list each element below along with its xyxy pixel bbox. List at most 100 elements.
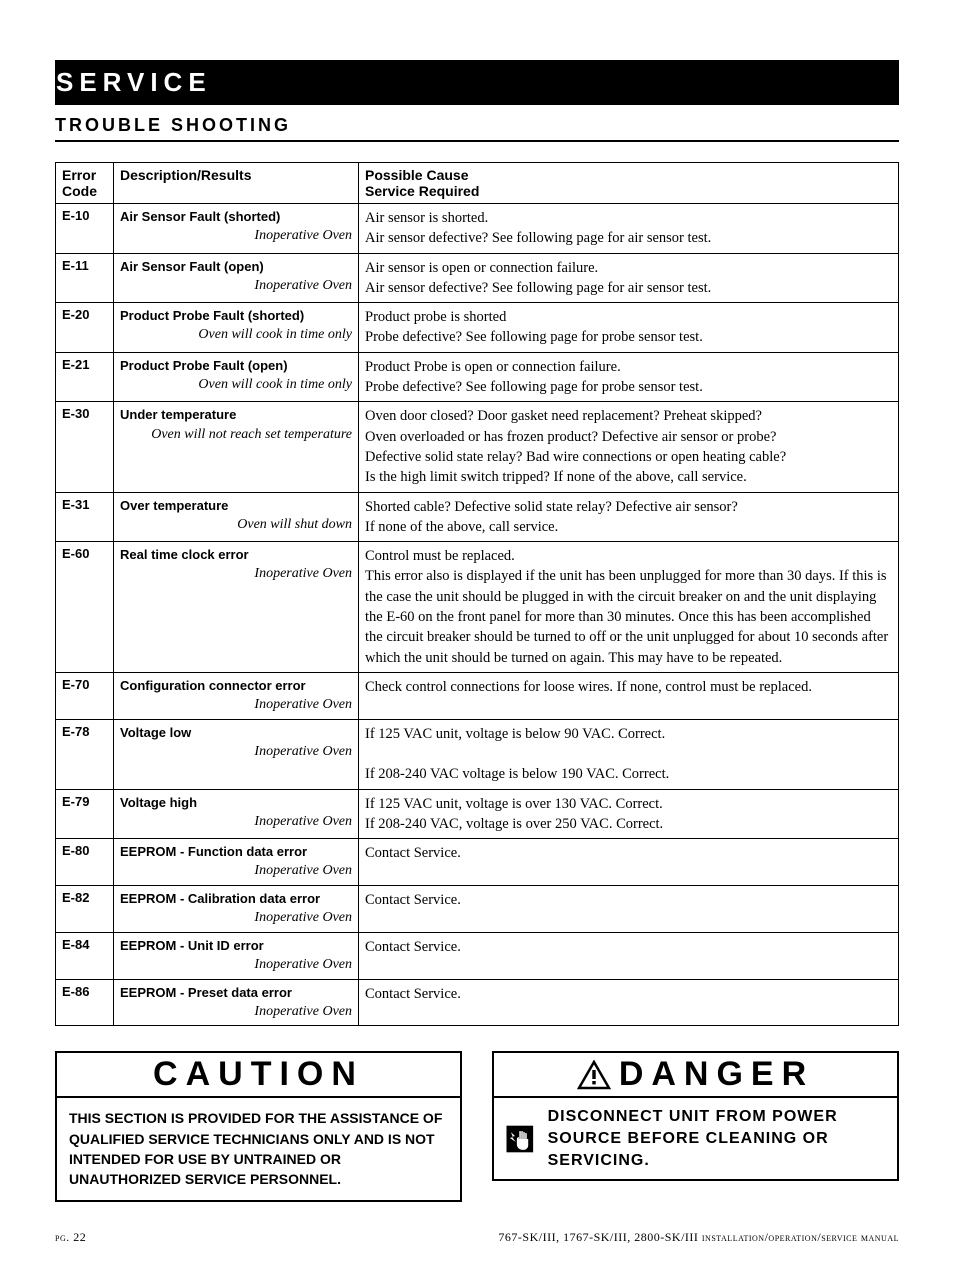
th-desc: Description/Results bbox=[114, 163, 359, 204]
desc-title: Configuration connector error bbox=[120, 677, 352, 695]
cell-cause: Product probe is shortedProbe defective?… bbox=[359, 303, 899, 353]
cell-code: E-31 bbox=[56, 492, 114, 542]
desc-result: Inoperative Oven bbox=[120, 861, 352, 881]
cell-cause: Control must be replaced.This error also… bbox=[359, 542, 899, 673]
table-header-row: Error Code Description/Results Possible … bbox=[56, 163, 899, 204]
cell-desc: EEPROM - Calibration data errorInoperati… bbox=[114, 885, 359, 932]
desc-result: Oven will shut down bbox=[120, 515, 352, 535]
danger-box: DANGER DISCONNECT UNIT FROM POWER SOURCE… bbox=[492, 1051, 899, 1181]
cell-cause: Shorted cable? Defective solid state rel… bbox=[359, 492, 899, 542]
th-cause-bot: Service Required bbox=[365, 183, 479, 199]
table-row: E-86EEPROM - Preset data errorInoperativ… bbox=[56, 979, 899, 1026]
table-row: E-82EEPROM - Calibration data errorInope… bbox=[56, 885, 899, 932]
cell-cause: Contact Service. bbox=[359, 839, 899, 886]
cell-desc: Air Sensor Fault (shorted)Inoperative Ov… bbox=[114, 204, 359, 254]
section-banner: SERVICE bbox=[55, 60, 899, 105]
desc-result: Inoperative Oven bbox=[120, 276, 352, 296]
cell-desc: Air Sensor Fault (open)Inoperative Oven bbox=[114, 253, 359, 303]
desc-result: Inoperative Oven bbox=[120, 955, 352, 975]
table-row: E-84EEPROM - Unit ID errorInoperative Ov… bbox=[56, 932, 899, 979]
cell-desc: Configuration connector errorInoperative… bbox=[114, 672, 359, 719]
cell-cause: Oven door closed? Door gasket need repla… bbox=[359, 402, 899, 492]
table-row: E-11Air Sensor Fault (open)Inoperative O… bbox=[56, 253, 899, 303]
cell-code: E-84 bbox=[56, 932, 114, 979]
cell-code: E-10 bbox=[56, 204, 114, 254]
desc-result: Inoperative Oven bbox=[120, 1002, 352, 1022]
desc-title: EEPROM - Unit ID error bbox=[120, 937, 352, 955]
desc-result: Inoperative Oven bbox=[120, 695, 352, 715]
desc-title: Air Sensor Fault (shorted) bbox=[120, 208, 352, 226]
table-row: E-10Air Sensor Fault (shorted)Inoperativ… bbox=[56, 204, 899, 254]
cell-desc: Voltage lowInoperative Oven bbox=[114, 719, 359, 789]
cell-desc: Over temperatureOven will shut down bbox=[114, 492, 359, 542]
cell-code: E-78 bbox=[56, 719, 114, 789]
page-footer: pg. 22 767-SK/III, 1767-SK/III, 2800-SK/… bbox=[55, 1230, 899, 1245]
cell-code: E-80 bbox=[56, 839, 114, 886]
cell-cause: Check control connections for loose wire… bbox=[359, 672, 899, 719]
cell-cause: Contact Service. bbox=[359, 932, 899, 979]
cell-code: E-70 bbox=[56, 672, 114, 719]
desc-title: Product Probe Fault (open) bbox=[120, 357, 352, 375]
desc-result: Inoperative Oven bbox=[120, 812, 352, 832]
cell-code: E-82 bbox=[56, 885, 114, 932]
cell-desc: EEPROM - Function data errorInoperative … bbox=[114, 839, 359, 886]
danger-text: DISCONNECT UNIT FROM POWER SOURCE BEFORE… bbox=[548, 1106, 885, 1171]
desc-title: Under temperature bbox=[120, 406, 352, 424]
cell-desc: EEPROM - Unit ID errorInoperative Oven bbox=[114, 932, 359, 979]
th-cause: Possible Cause Service Required bbox=[359, 163, 899, 204]
cell-code: E-30 bbox=[56, 402, 114, 492]
cell-desc: Voltage highInoperative Oven bbox=[114, 789, 359, 839]
cell-code: E-79 bbox=[56, 789, 114, 839]
cell-cause: If 125 VAC unit, voltage is below 90 VAC… bbox=[359, 719, 899, 789]
cell-desc: Real time clock errorInoperative Oven bbox=[114, 542, 359, 673]
table-row: E-80EEPROM - Function data errorInoperat… bbox=[56, 839, 899, 886]
cell-desc: Under temperatureOven will not reach set… bbox=[114, 402, 359, 492]
desc-result: Oven will not reach set temperature bbox=[120, 425, 352, 445]
th-cause-top: Possible Cause bbox=[365, 167, 469, 183]
table-row: E-79Voltage highInoperative OvenIf 125 V… bbox=[56, 789, 899, 839]
desc-title: EEPROM - Calibration data error bbox=[120, 890, 352, 908]
desc-result: Oven will cook in time only bbox=[120, 325, 352, 345]
cell-cause: Product Probe is open or connection fail… bbox=[359, 352, 899, 402]
cell-cause: If 125 VAC unit, voltage is over 130 VAC… bbox=[359, 789, 899, 839]
th-code: Error Code bbox=[56, 163, 114, 204]
table-row: E-20Product Probe Fault (shorted)Oven wi… bbox=[56, 303, 899, 353]
danger-heading-text: DANGER bbox=[619, 1055, 814, 1094]
desc-result: Inoperative Oven bbox=[120, 564, 352, 584]
desc-title: Voltage low bbox=[120, 724, 352, 742]
desc-title: EEPROM - Function data error bbox=[120, 843, 352, 861]
cell-desc: Product Probe Fault (open)Oven will cook… bbox=[114, 352, 359, 402]
shock-hand-icon bbox=[506, 1111, 534, 1167]
cell-cause: Air sensor is open or connection failure… bbox=[359, 253, 899, 303]
desc-title: Air Sensor Fault (open) bbox=[120, 258, 352, 276]
cell-cause: Contact Service. bbox=[359, 885, 899, 932]
section-subhead: TROUBLE SHOOTING bbox=[55, 115, 899, 142]
caution-box: CAUTION THIS SECTION IS PROVIDED FOR THE… bbox=[55, 1051, 462, 1201]
desc-result: Inoperative Oven bbox=[120, 742, 352, 762]
desc-title: Voltage high bbox=[120, 794, 352, 812]
warning-row: CAUTION THIS SECTION IS PROVIDED FOR THE… bbox=[55, 1051, 899, 1201]
table-row: E-70Configuration connector errorInopera… bbox=[56, 672, 899, 719]
cell-code: E-20 bbox=[56, 303, 114, 353]
cell-desc: EEPROM - Preset data errorInoperative Ov… bbox=[114, 979, 359, 1026]
desc-title: EEPROM - Preset data error bbox=[120, 984, 352, 1002]
cell-desc: Product Probe Fault (shorted)Oven will c… bbox=[114, 303, 359, 353]
cell-code: E-21 bbox=[56, 352, 114, 402]
table-row: E-30Under temperatureOven will not reach… bbox=[56, 402, 899, 492]
cell-code: E-86 bbox=[56, 979, 114, 1026]
error-code-table: Error Code Description/Results Possible … bbox=[55, 162, 899, 1026]
alert-triangle-icon bbox=[577, 1060, 611, 1090]
desc-title: Real time clock error bbox=[120, 546, 352, 564]
page: SERVICE TROUBLE SHOOTING Error Code Desc… bbox=[0, 0, 954, 1275]
table-row: E-31Over temperatureOven will shut downS… bbox=[56, 492, 899, 542]
caution-heading: CAUTION bbox=[57, 1053, 460, 1098]
caution-body: THIS SECTION IS PROVIDED FOR THE ASSISTA… bbox=[57, 1098, 460, 1199]
footer-left: pg. 22 bbox=[55, 1230, 86, 1245]
desc-title: Over temperature bbox=[120, 497, 352, 515]
danger-heading: DANGER bbox=[494, 1053, 897, 1098]
desc-result: Inoperative Oven bbox=[120, 908, 352, 928]
table-row: E-60Real time clock errorInoperative Ove… bbox=[56, 542, 899, 673]
footer-right: 767-SK/III, 1767-SK/III, 2800-SK/III ins… bbox=[498, 1230, 899, 1245]
cell-code: E-11 bbox=[56, 253, 114, 303]
cell-cause: Air sensor is shorted.Air sensor defecti… bbox=[359, 204, 899, 254]
